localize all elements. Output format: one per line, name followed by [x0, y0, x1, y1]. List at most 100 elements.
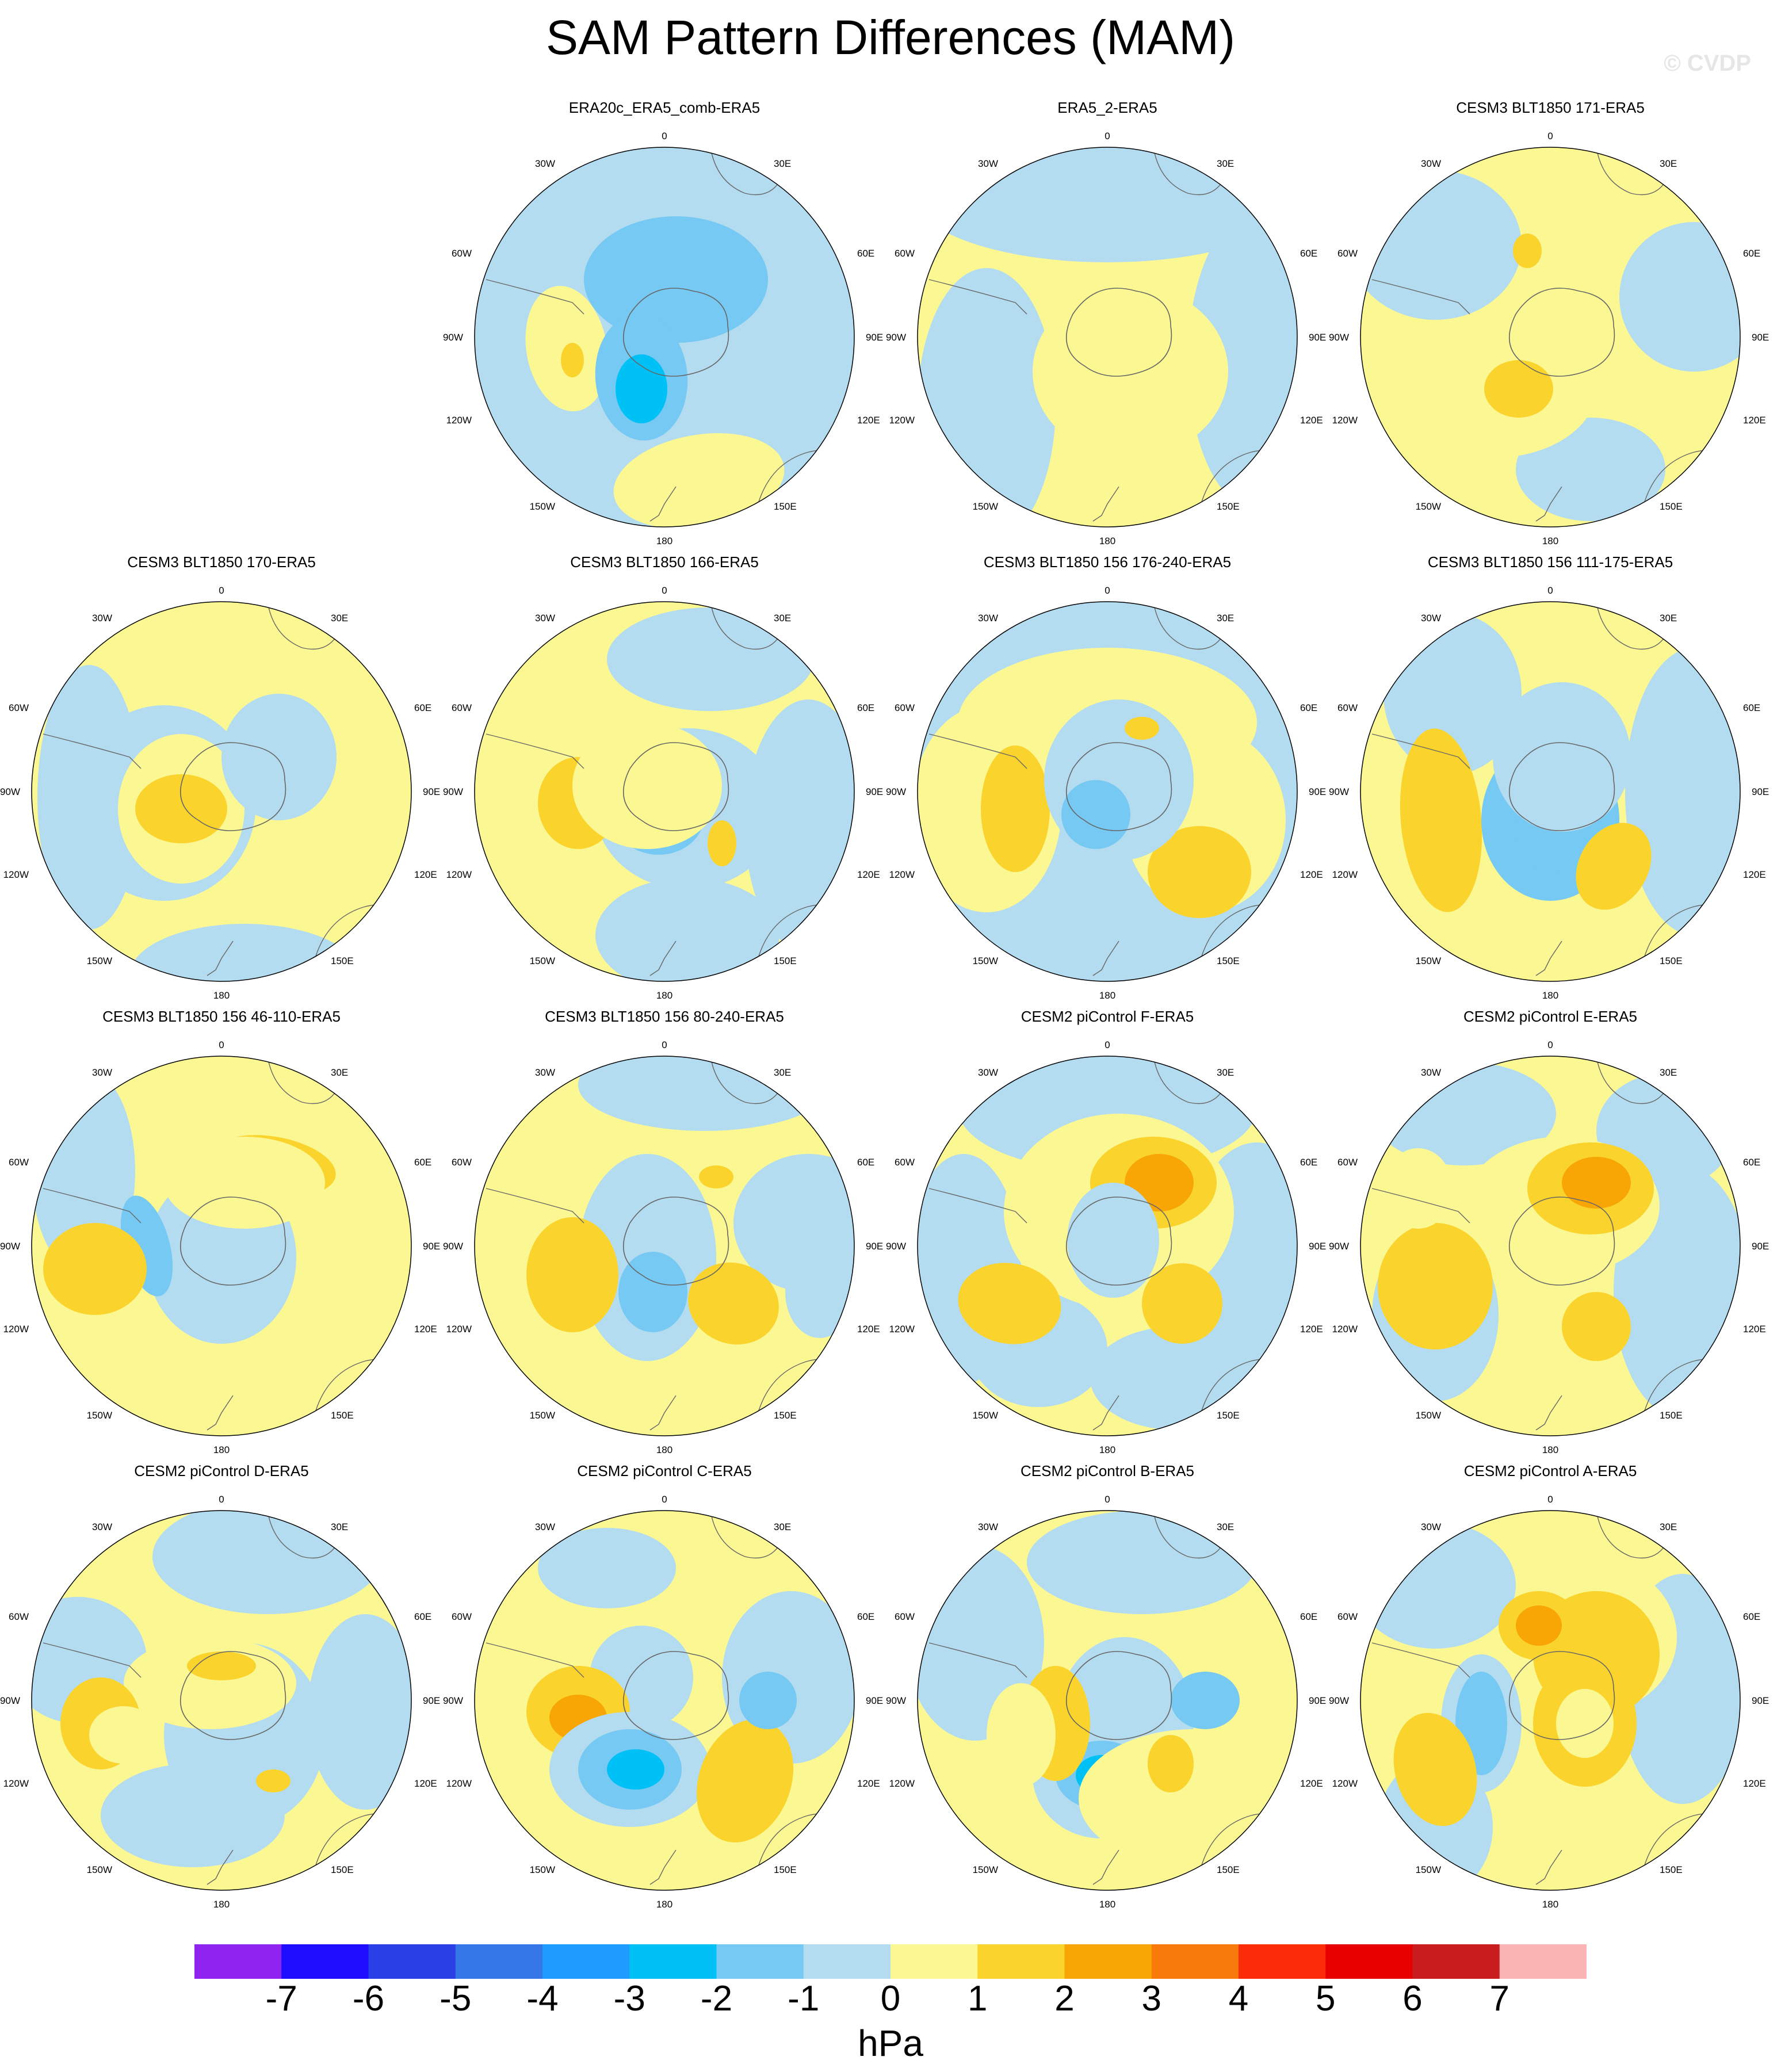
map-border [474, 601, 855, 982]
longitude-label: 60W [9, 702, 29, 713]
polar-map: 0 30E 60E 90E 120E 150E 180 150W 120W 90W 60W 30W [443, 585, 883, 1001]
polar-map: 0 30E 60E 90E 120E 150E 180 150W 120W 90W 60W 30W [1329, 1494, 1769, 1910]
map-panel: ERA20c_ERA5_comb-ERA5 0 30E 60E 90E 120E 150E 1… [443, 98, 886, 552]
map-panel: CESM3 BLT1850 156 46-110-ERA5 0 30E 60E 90E 1… [0, 1007, 443, 1461]
new-zealand-coastline [649, 941, 677, 976]
map-panel: CESM2 piControl A-ERA5 0 30E 60E 90E 120E 150E… [1329, 1461, 1772, 1916]
colorbar-tick-label: 4 [1228, 1979, 1249, 2019]
longitude-label: 0 [219, 1039, 224, 1050]
longitude-label: 60E [1300, 248, 1317, 259]
map-border [917, 1510, 1298, 1891]
longitude-label: 150E [1660, 1410, 1683, 1421]
longitude-label: 180 [1542, 990, 1558, 1001]
longitude-label: 60E [414, 1157, 431, 1168]
polar-map: 0 30E 60E 90E 120E 150E 180 150W 120W 90W 60W 30W [0, 1039, 440, 1455]
anomaly-contour [1148, 826, 1251, 918]
colorbar-swatch [890, 1944, 978, 1979]
colorbar-swatch [1151, 1944, 1239, 1979]
longitude-label: 30W [1421, 158, 1441, 169]
longitude-label: 120W [889, 1778, 915, 1789]
anomaly-contour [1484, 360, 1553, 418]
longitude-label: 60E [857, 1611, 874, 1622]
anomaly-contour [561, 343, 584, 377]
colorbar-swatch [716, 1944, 804, 1979]
map-panel: CESM3 BLT1850 156 176-240-ERA5 0 30E 60E 90E… [886, 552, 1329, 1007]
south-america-coastline [486, 1188, 584, 1224]
longitude-label: 120W [1332, 1778, 1358, 1789]
longitude-label: 150E [1217, 1410, 1240, 1421]
longitude-label: 0 [219, 585, 224, 596]
africa-coastline [710, 1056, 780, 1104]
polar-map: 0 30E 60E 90E 120E 150E 180 150W 120W 90W 60W 30W [1329, 1039, 1769, 1455]
longitude-label: 150E [331, 1410, 354, 1421]
longitude-label: 0 [662, 585, 667, 596]
longitude-label: 90W [886, 332, 906, 343]
longitude-label: 180 [213, 990, 230, 1001]
south-america-coastline [928, 733, 1027, 769]
map-border [474, 1510, 855, 1891]
panel-title: CESM3 BLT1850 156 176-240-ERA5 [983, 553, 1232, 571]
map-panel: CESM3 BLT1850 156 80-240-ERA5 0 30E 60E 90E 1… [443, 1007, 886, 1461]
south-america-coastline [1371, 1188, 1470, 1224]
colorbar-swatch [803, 1944, 891, 1979]
anomaly-contour [607, 1749, 664, 1790]
map-panel: CESM2 piControl C-ERA5 0 30E 60E 90E 120E 150E… [443, 1461, 886, 1916]
anomaly-contour [1142, 1263, 1222, 1344]
panel-title: CESM2 piControl B-ERA5 [1021, 1462, 1194, 1480]
new-zealand-coastline [207, 1395, 234, 1431]
colorbar [194, 1944, 1587, 1979]
longitude-label: 120E [1300, 869, 1323, 880]
anomaly-contour [1625, 648, 1740, 935]
longitude-label: 90E [866, 786, 883, 797]
polar-map: 0 30E 60E 90E 120E 150E 180 150W 120W 90W 60W 30W [443, 1039, 883, 1455]
anomaly-contour [1125, 717, 1159, 740]
anomaly-contour [1360, 170, 1522, 320]
longitude-label: 0 [1104, 131, 1110, 142]
new-zealand-coastline [207, 1849, 234, 1885]
colorbar-swatch [194, 1944, 282, 1979]
map-border [1360, 147, 1741, 527]
map-panel: CESM2 piControl F-ERA5 0 30E 60E 90E 120E 150E… [886, 1007, 1329, 1461]
africa-coastline [1153, 1511, 1223, 1559]
longitude-label: 180 [656, 990, 672, 1001]
longitude-label: 150W [530, 501, 555, 512]
polar-map: 0 30E 60E 90E 120E 150E 180 150W 120W 90W 60W 30W [1329, 131, 1769, 546]
anomaly-contour [135, 774, 227, 843]
anomaly-contour [43, 1223, 147, 1315]
longitude-label: 150E [1660, 1864, 1683, 1875]
longitude-label: 30E [1217, 613, 1234, 624]
longitude-label: 120E [1300, 1778, 1323, 1789]
longitude-label: 180 [656, 536, 672, 546]
africa-coastline [267, 602, 337, 650]
longitude-label: 180 [213, 1899, 230, 1910]
longitude-label: 120W [446, 869, 472, 880]
longitude-label: 150E [774, 1864, 797, 1875]
longitude-label: 0 [662, 1494, 667, 1505]
africa-coastline [1153, 602, 1223, 650]
longitude-label: 60W [895, 248, 915, 259]
longitude-label: 30W [535, 158, 555, 169]
anomaly-contour [1148, 1735, 1194, 1792]
map-panel: CESM3 BLT1850 170-ERA5 0 30E 60E 90E 120E 150E… [0, 552, 443, 1007]
longitude-label: 180 [656, 1444, 672, 1455]
anomaly-contour [1562, 1292, 1631, 1361]
panel-title: ERA5_2-ERA5 [1057, 99, 1157, 116]
longitude-label: 0 [1104, 585, 1110, 596]
map-border [474, 147, 855, 527]
colorbar-tick-label: -2 [700, 1979, 733, 2019]
longitude-label: 150W [530, 1410, 555, 1421]
longitude-label: 90E [1752, 1241, 1769, 1252]
longitude-label: 90W [443, 1241, 463, 1252]
longitude-label: 30W [92, 1521, 112, 1532]
south-america-coastline [928, 1188, 1027, 1224]
longitude-label: 150W [87, 1864, 112, 1875]
longitude-label: 60W [1337, 248, 1358, 259]
panel-title: CESM2 piControl A-ERA5 [1463, 1462, 1637, 1480]
colorbar-swatch [281, 1944, 369, 1979]
anomaly-contour [1516, 1605, 1562, 1646]
longitude-label: 60E [414, 702, 431, 713]
new-zealand-coastline [1092, 1395, 1119, 1431]
colorbar-tick-label: 0 [880, 1979, 901, 2019]
longitude-label: 90E [1752, 332, 1769, 343]
antarctica-coastline [1065, 288, 1172, 377]
